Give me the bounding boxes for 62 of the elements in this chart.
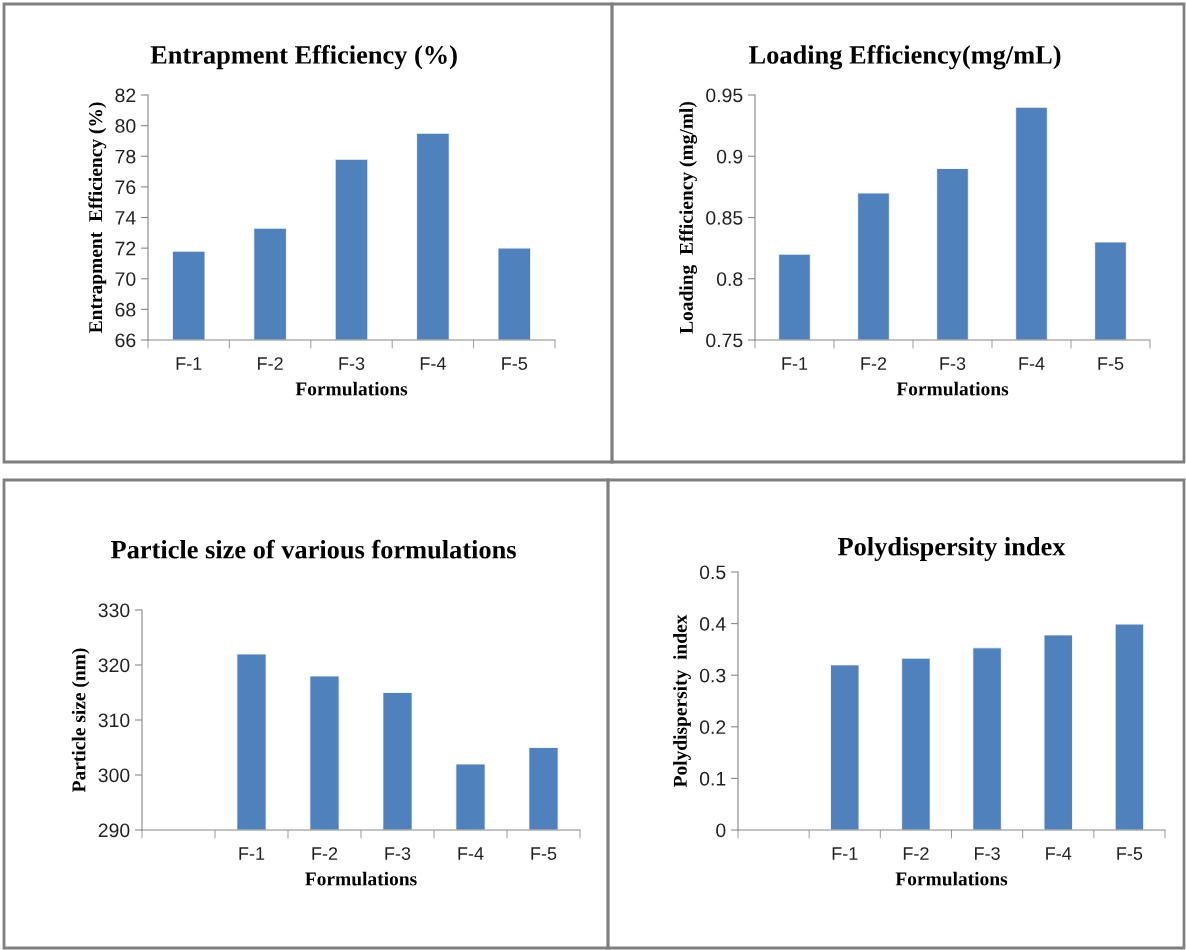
bar <box>901 657 931 830</box>
y-axis-title: Polydispersity index <box>673 614 691 788</box>
x-axis-title: Formulations <box>896 381 1009 396</box>
y-tick-label: 0.2 <box>699 720 726 735</box>
y-axis-title: Entrapment Efficiency (%) <box>88 102 107 333</box>
y-tick-label: 300 <box>98 768 130 783</box>
y-tick-label: 80 <box>115 119 136 133</box>
y-tick-label: 72 <box>115 241 136 256</box>
x-tick-label: F-2 <box>312 847 338 860</box>
x-tick-label: F-1 <box>176 357 202 370</box>
y-tick-label: 76 <box>115 180 136 195</box>
y-tick-label: 0.75 <box>706 333 743 348</box>
y-tick-label: 82 <box>115 88 136 103</box>
x-tick-label: F-2 <box>903 847 929 860</box>
y-tick-label: 68 <box>115 302 136 317</box>
x-tick-label: F-4 <box>420 357 446 370</box>
bar <box>830 664 860 830</box>
x-tick-label: F-2 <box>861 357 887 370</box>
x-tick-label: F-3 <box>940 357 966 370</box>
y-tick-label: 0.5 <box>699 565 726 580</box>
bar <box>972 647 1002 830</box>
x-tick-label: F-3 <box>975 847 1000 860</box>
y-tick-label: 78 <box>115 149 136 164</box>
x-tick-label: F-2 <box>258 357 283 370</box>
y-axis-title: Loading Efficiency (mg/ml) <box>679 101 698 334</box>
x-tick-label: F-4 <box>1019 357 1045 370</box>
y-tick-label: 310 <box>98 713 130 728</box>
x-tick-label: F-5 <box>531 847 557 860</box>
x-tick-label: F-4 <box>1046 847 1072 860</box>
y-tick-label: 290 <box>98 823 130 838</box>
chart-title: Particle size of various formulations <box>111 539 516 559</box>
x-axis-title: Formulations <box>295 381 408 396</box>
y-tick-label: 70 <box>115 272 136 286</box>
x-tick-label: F-3 <box>339 357 365 370</box>
y-tick-label: 74 <box>115 211 136 225</box>
chart-title: Loading Efficiency(mg/mL) <box>749 45 1061 70</box>
x-tick-label: F-5 <box>1098 357 1124 370</box>
y-tick-label: 0.9 <box>716 149 743 164</box>
x-tick-label: F-1 <box>832 847 858 860</box>
y-tick-label: 0.3 <box>699 668 726 683</box>
y-tick-label: 320 <box>98 658 130 673</box>
y-tick-label: 66 <box>115 333 136 348</box>
x-tick-label: F-5 <box>502 357 528 370</box>
chart-title: Entrapment Efficiency (%) <box>150 45 457 70</box>
x-axis-title: Formulations <box>305 871 417 886</box>
y-tick-label: 0.85 <box>706 210 743 225</box>
y-axis-title: Particle size (nm) <box>71 648 90 793</box>
y-tick-label: 0 <box>716 823 726 838</box>
x-tick-label: F-3 <box>385 847 411 860</box>
chart-title: Polydispersity index <box>837 537 1066 562</box>
y-tick-label: 0.1 <box>699 771 726 786</box>
x-tick-label: F-4 <box>458 847 484 860</box>
x-axis-title: Formulations <box>895 871 1008 886</box>
y-tick-label: 0.8 <box>716 272 743 286</box>
y-tick-label: 330 <box>98 603 130 618</box>
x-tick-label: F-5 <box>1117 847 1143 860</box>
y-tick-label: 0.4 <box>699 617 726 631</box>
bar <box>1114 623 1145 830</box>
bar <box>1043 634 1073 830</box>
x-tick-label: F-1 <box>239 847 265 860</box>
x-tick-label: F-1 <box>782 357 808 370</box>
y-tick-label: 0.95 <box>706 88 743 103</box>
